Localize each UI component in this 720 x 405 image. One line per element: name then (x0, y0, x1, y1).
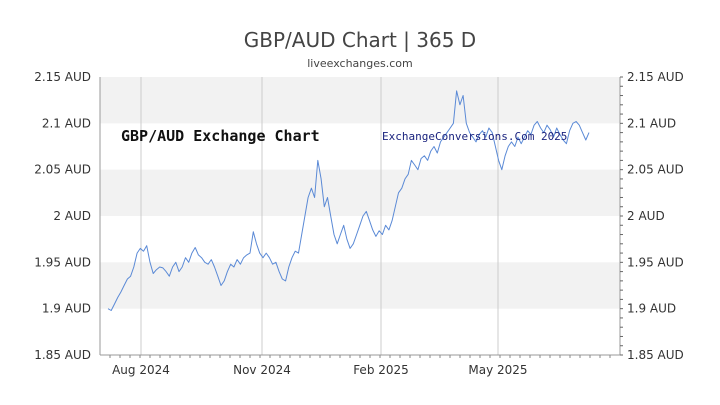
y-axis-left: 1.85 AUD 1.9 AUD 1.95 AUD 2 AUD 2.05 AUD 2.1 … (34, 70, 91, 362)
y-tick-label-left: 2.1 AUD (42, 116, 91, 130)
y-axis-right: 1.85 AUD 1.9 AUD 1.95 AUD 2 AUD 2.05 AUD 2.1 … (627, 70, 684, 362)
series-line (107, 90, 590, 311)
vertical-gridlines (140, 77, 499, 355)
y-tick-label-right: 2.05 AUD (627, 163, 684, 177)
y-tick-label-left: 1.95 AUD (34, 255, 91, 269)
y-tick-label-right: 1.95 AUD (627, 255, 684, 269)
y-tick-label-right: 1.85 AUD (627, 348, 684, 362)
plot-band (100, 169, 620, 216)
x-tick-label: Nov 2024 (233, 363, 291, 377)
y-tick-label-left: 1.9 AUD (42, 302, 91, 316)
chart-title: GBP/AUD Chart | 365 D (244, 28, 476, 52)
x-tick-label: Aug 2024 (112, 363, 170, 377)
axes (99, 76, 623, 358)
x-tick-label: Feb 2025 (353, 363, 409, 377)
y-tick-label-left: 2.05 AUD (34, 163, 91, 177)
plot-band (100, 77, 620, 124)
y-tick-label-right: 2.1 AUD (627, 116, 676, 130)
y-tick-label-left: 2.15 AUD (34, 70, 91, 84)
x-tick-label: May 2025 (468, 363, 527, 377)
y-tick-label-right: 1.9 AUD (627, 302, 676, 316)
plot-bands (100, 77, 620, 309)
chart-subtitle: liveexchanges.com (307, 57, 412, 70)
y-tick-label-left: 2 AUD (53, 209, 91, 223)
plot-band (100, 262, 620, 309)
x-axis: Aug 2024 Nov 2024 Feb 2025 May 2025 (112, 363, 527, 377)
watermark-right: ExchangeConversions.Com 2025 (382, 130, 567, 143)
y-tick-label-left: 1.85 AUD (34, 348, 91, 362)
watermark-left: GBP/AUD Exchange Chart (121, 127, 320, 145)
y-tick-label-right: 2 AUD (627, 209, 665, 223)
y-tick-label-right: 2.15 AUD (627, 70, 684, 84)
